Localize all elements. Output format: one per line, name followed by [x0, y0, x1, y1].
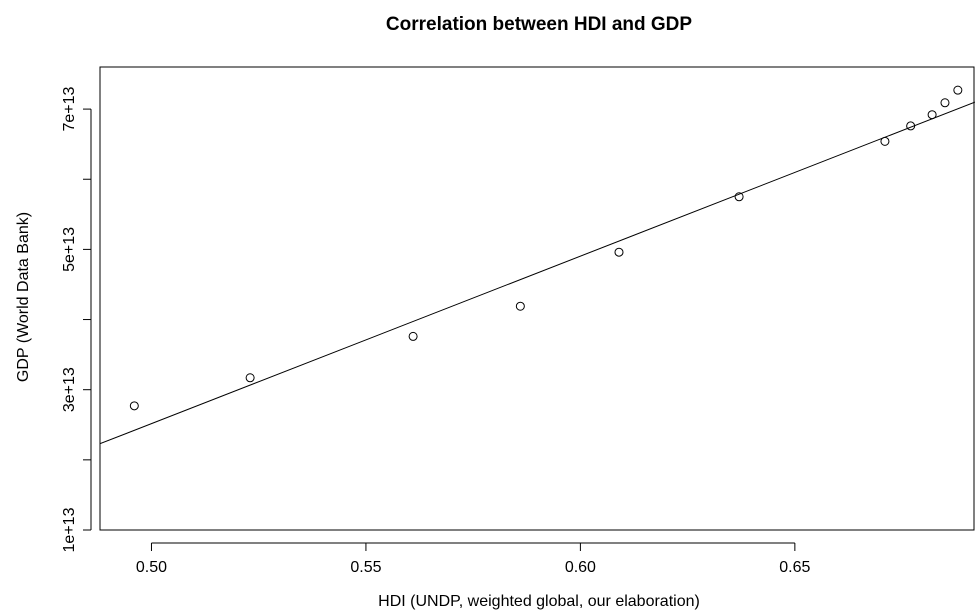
data-point [245, 373, 255, 383]
chart-title: Correlation between HDI and GDP [386, 14, 692, 35]
data-point [614, 247, 624, 257]
x-axis: 0.50 0.55 0.60 0.65 [136, 542, 811, 576]
data-point [515, 301, 525, 311]
x-tick-label: 0.50 [136, 559, 167, 576]
data-point [408, 331, 418, 341]
x-axis-label: HDI (UNDP, weighted global, our elaborat… [378, 593, 700, 610]
plot-frame [99, 66, 975, 531]
y-tick-label: 1e+13 [61, 507, 78, 552]
data-point [953, 85, 963, 95]
regression-line [100, 101, 975, 445]
data-point [906, 121, 916, 131]
y-axis-label: GDP (World Data Bank) [15, 212, 32, 382]
y-axis: 1e+13 3e+13 5e+13 7e+13 [61, 87, 92, 552]
data-point [927, 110, 937, 120]
x-tick-label: 0.65 [779, 559, 810, 576]
plot-area [100, 85, 975, 445]
data-point [129, 401, 139, 411]
data-point [734, 192, 744, 202]
y-tick-label: 3e+13 [61, 367, 78, 412]
data-point [880, 136, 890, 146]
x-tick-label: 0.60 [565, 559, 596, 576]
x-tick-label: 0.55 [350, 559, 381, 576]
data-point [940, 98, 950, 108]
y-tick-label: 5e+13 [61, 227, 78, 272]
y-tick-label: 7e+13 [61, 87, 78, 132]
